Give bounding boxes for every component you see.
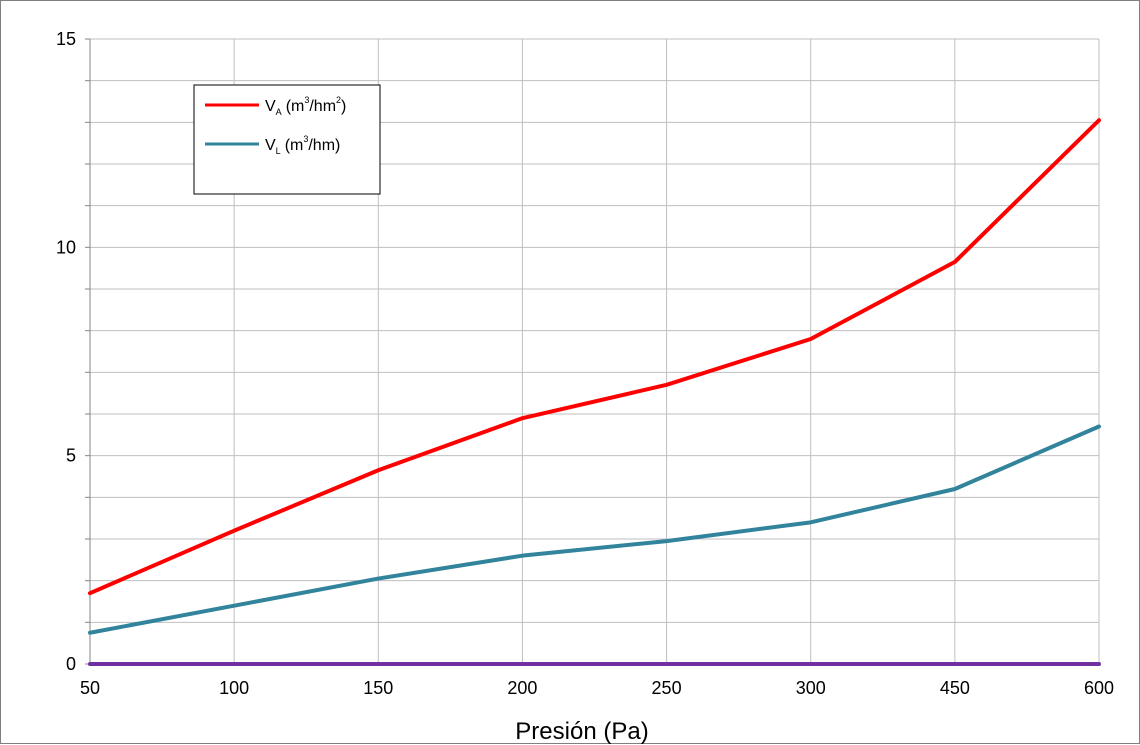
x-tick-label: 450	[940, 678, 970, 698]
y-tick-label: 5	[66, 446, 76, 466]
y-tick-labels: 0 5 10 15	[56, 29, 76, 674]
legend-label-va: VA (m3/hm2)	[265, 95, 346, 117]
x-tick-labels: 50 100 150 200 250 300 450 600	[80, 678, 1114, 698]
legend-box	[193, 84, 381, 195]
x-axis-title: Presión (Pa)	[515, 718, 648, 745]
x-tick-label: 50	[80, 678, 100, 698]
x-tick-label: 200	[507, 678, 537, 698]
grid-lines	[85, 38, 1100, 665]
x-tick-label: 300	[796, 678, 826, 698]
y-tick-label: 10	[56, 237, 76, 257]
y-tick-label: 15	[56, 29, 76, 49]
legend: VA (m3/hm2) VL (m3/hm)	[193, 84, 381, 195]
series-lines	[88, 118, 1101, 666]
legend-label-vl: VL (m3/hm)	[265, 134, 340, 156]
series-line-2	[88, 424, 1101, 635]
x-tick-label: 150	[363, 678, 393, 698]
x-tick-label: 600	[1084, 678, 1114, 698]
y-tick-label: 0	[66, 654, 76, 674]
x-tick-label: 250	[652, 678, 682, 698]
x-tick-label: 100	[219, 678, 249, 698]
series-line-1	[88, 118, 1101, 596]
